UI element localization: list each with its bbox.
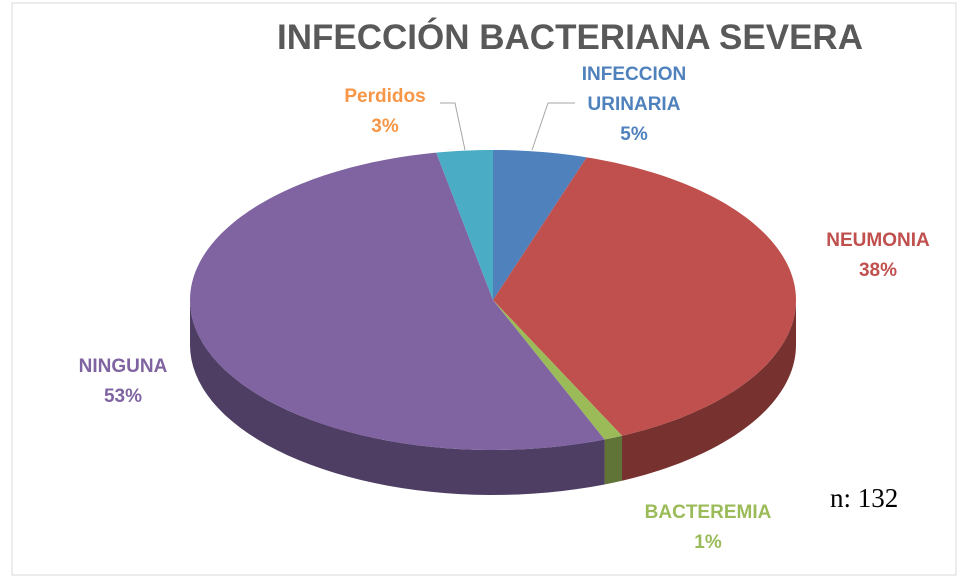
pie-slice-side	[190, 300, 605, 495]
pie-slice	[493, 157, 796, 436]
data-label: BACTEREMIA 1%	[633, 498, 783, 558]
value-label: 53%	[103, 386, 143, 407]
data-label: Perdidos 3%	[310, 82, 460, 142]
pie-slice	[493, 150, 587, 300]
value-label: 1%	[694, 532, 722, 553]
category-label: Perdidos	[344, 86, 426, 107]
pie-slice-side	[604, 435, 623, 485]
pie-slice-side	[622, 300, 796, 481]
leader-line	[440, 102, 466, 151]
value-label: 5%	[620, 124, 648, 145]
category-label: NEUMONIA	[826, 230, 930, 251]
leader-line	[531, 102, 575, 151]
data-label: INFECCION URINARIA 5%	[559, 60, 709, 150]
pie-slice	[493, 300, 623, 440]
chart-border	[11, 2, 957, 576]
pie-slice	[436, 150, 493, 300]
category-label: INFECCION URINARIA	[581, 64, 687, 115]
category-label: BACTEREMIA	[644, 502, 772, 523]
annotation: n: 132	[830, 483, 899, 513]
data-label: NINGUNA 53%	[48, 352, 198, 412]
chart-title: INFECCIÓN BACTERIANA SEVERA	[277, 18, 863, 57]
pie-slice	[190, 152, 605, 450]
category-label: NINGUNA	[78, 356, 168, 377]
value-label: 38%	[858, 260, 898, 281]
data-label: NEUMONIA 38%	[803, 226, 953, 286]
value-label: 3%	[371, 116, 399, 137]
